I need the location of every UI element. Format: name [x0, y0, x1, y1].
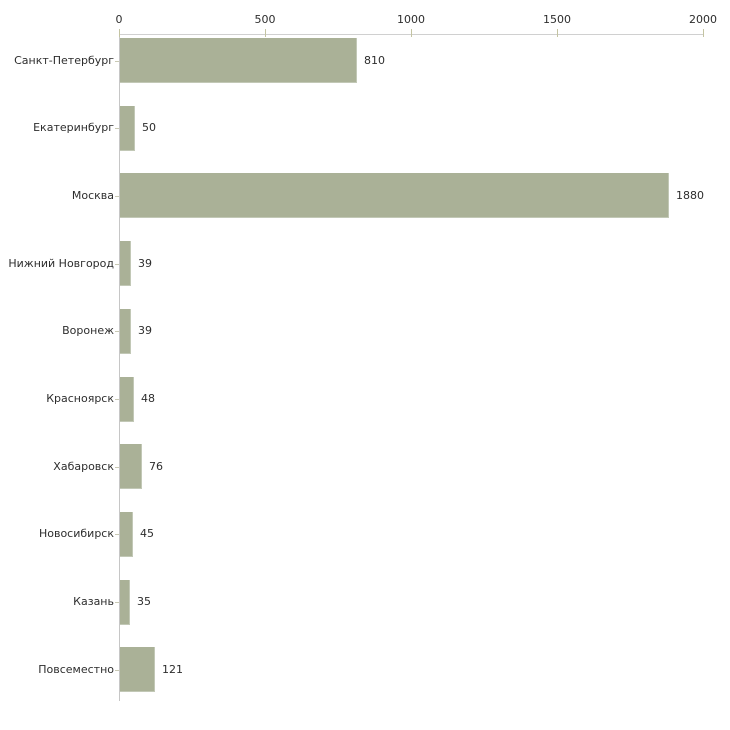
y-tick: [115, 534, 119, 536]
category-label: Воронеж: [62, 324, 114, 338]
x-tick-label: 0: [115, 13, 123, 26]
x-tick: [265, 29, 266, 37]
bar: [120, 105, 135, 151]
x-tick: [411, 29, 412, 37]
bar: [120, 376, 134, 422]
category-label: Москва: [71, 188, 114, 202]
y-tick: [115, 195, 119, 197]
category-label: Новосибирск: [38, 527, 114, 541]
y-axis-line: [119, 34, 120, 701]
bar: [120, 38, 357, 83]
x-tick: [119, 29, 120, 37]
category-label: Нижний Новгород: [8, 256, 114, 270]
y-tick: [115, 399, 119, 400]
bar: [120, 579, 130, 625]
x-tick-label: 1500: [543, 13, 571, 26]
bar: [120, 173, 669, 219]
value-label: 45: [140, 527, 154, 541]
value-label: 48: [141, 392, 155, 405]
x-tick: [703, 29, 704, 37]
value-label: 810: [364, 53, 385, 67]
y-tick: [115, 263, 119, 265]
category-label: Хабаровск: [53, 459, 114, 473]
x-tick: [557, 29, 558, 37]
category-label: Красноярск: [46, 392, 114, 405]
bar: [120, 647, 155, 693]
y-tick: [115, 602, 119, 604]
x-tick-label: 2000: [689, 13, 717, 26]
y-tick: [115, 128, 119, 130]
bar: [120, 444, 142, 490]
bar: [120, 241, 131, 287]
y-tick: [115, 466, 119, 468]
x-tick-label: 500: [254, 13, 276, 26]
category-label: Екатеринбург: [33, 121, 114, 135]
value-label: 35: [137, 595, 151, 609]
y-tick: [115, 60, 119, 62]
category-label: Санкт-Петербург: [14, 53, 114, 67]
category-label: Повсеместно: [38, 662, 114, 676]
value-label: 39: [138, 256, 152, 270]
value-label: 121: [162, 662, 183, 676]
value-label: 1880: [676, 188, 704, 202]
value-label: 50: [142, 121, 156, 135]
bar: [120, 511, 133, 557]
value-label: 39: [138, 324, 152, 338]
bar: [120, 308, 131, 354]
x-tick-label: 1000: [397, 13, 425, 26]
category-label: Казань: [73, 595, 114, 609]
y-tick: [115, 669, 119, 671]
value-label: 76: [149, 459, 163, 473]
y-tick: [115, 331, 119, 333]
